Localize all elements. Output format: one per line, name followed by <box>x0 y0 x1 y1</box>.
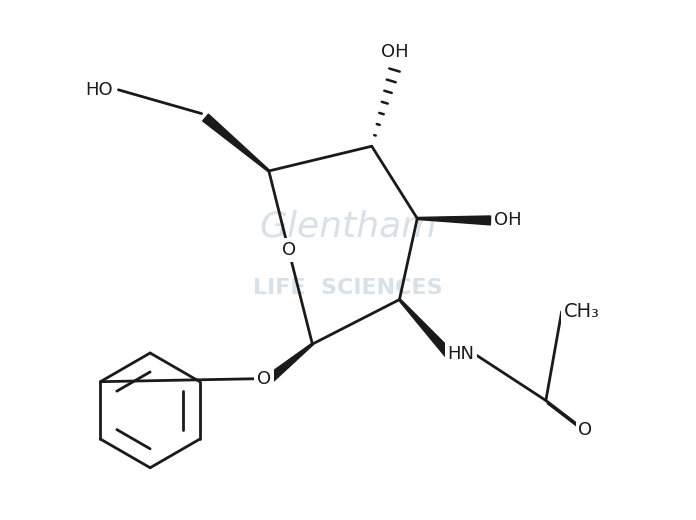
Polygon shape <box>399 299 452 357</box>
Polygon shape <box>417 216 491 225</box>
Text: HN: HN <box>448 345 474 363</box>
Text: Glentham: Glentham <box>259 210 437 243</box>
Text: OH: OH <box>381 43 409 61</box>
Polygon shape <box>267 343 313 382</box>
Text: O: O <box>282 241 296 259</box>
Text: LIFE  SCIENCES: LIFE SCIENCES <box>253 278 443 298</box>
Text: HO: HO <box>85 81 113 99</box>
Text: O: O <box>578 421 592 439</box>
Text: OH: OH <box>494 212 522 229</box>
Text: O: O <box>257 370 271 388</box>
Polygon shape <box>203 114 269 172</box>
Text: CH₃: CH₃ <box>564 302 599 321</box>
